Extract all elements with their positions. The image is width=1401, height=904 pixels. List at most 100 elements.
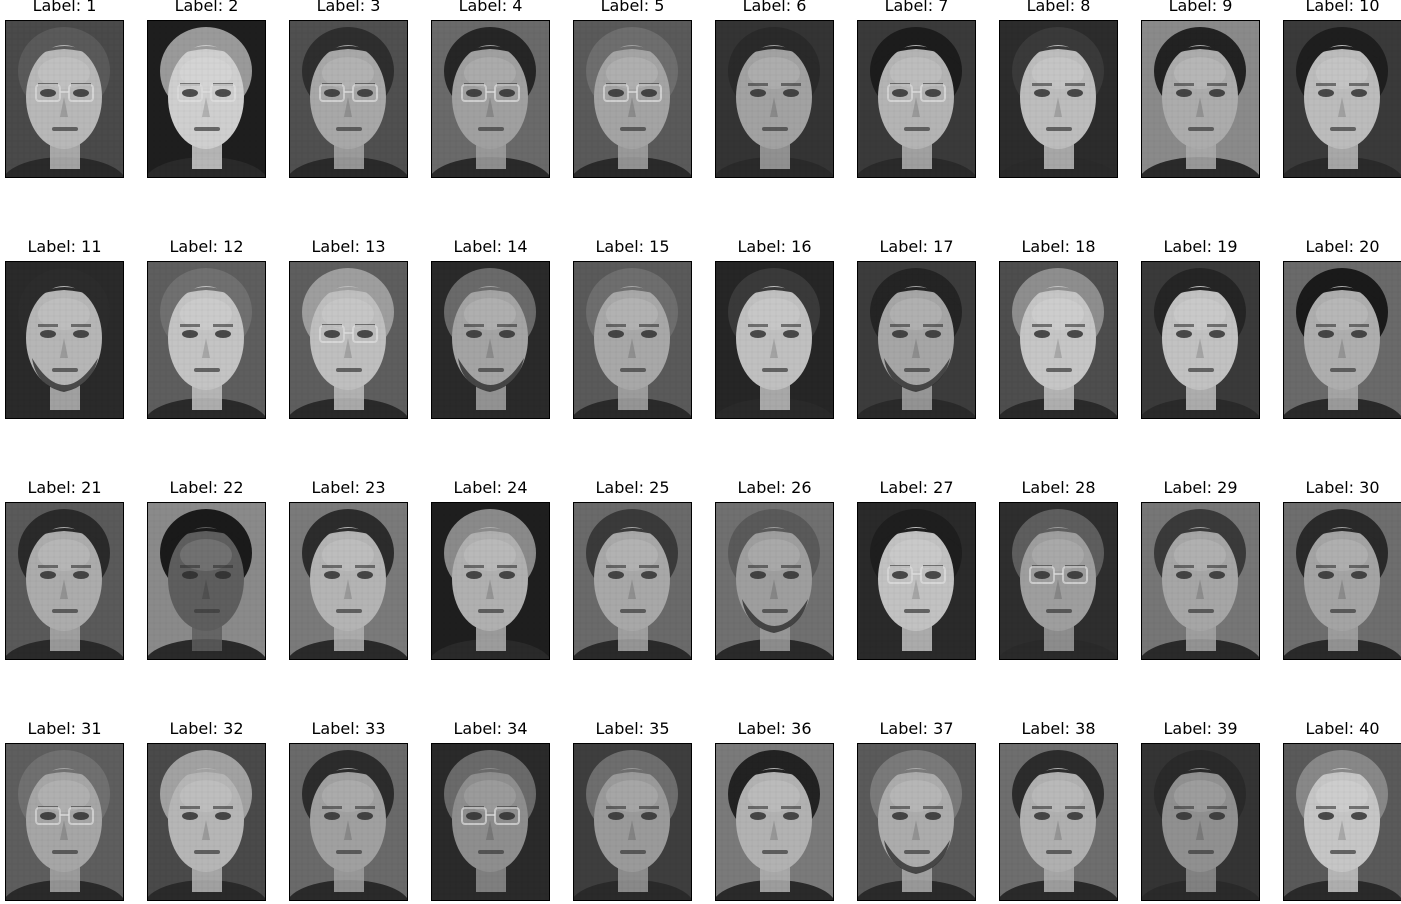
face-image [147,20,266,178]
face-cell: Label: 8 [999,0,1118,178]
face-label: Label: 38 [1021,719,1096,738]
face-image [431,20,550,178]
face-image [715,261,834,419]
face-cell: Label: 18 [999,237,1118,419]
face-image [1283,743,1401,901]
face-cell: Label: 20 [1283,237,1401,419]
face-cell: Label: 19 [1141,237,1260,419]
face-cell: Label: 38 [999,719,1118,901]
face-image [431,502,550,660]
face-cell: Label: 23 [289,478,408,660]
face-label: Label: 18 [1021,237,1096,256]
face-label: Label: 39 [1163,719,1238,738]
face-label: Label: 32 [169,719,244,738]
face-cell: Label: 14 [431,237,550,419]
face-cell: Label: 15 [573,237,692,419]
face-image [573,743,692,901]
face-label: Label: 16 [737,237,812,256]
face-cell: Label: 17 [857,237,976,419]
face-label: Label: 27 [879,478,954,497]
face-image [1283,502,1401,660]
face-label: Label: 35 [595,719,670,738]
face-image [573,261,692,419]
face-label: Label: 1 [32,0,97,15]
face-label: Label: 26 [737,478,812,497]
face-cell: Label: 11 [5,237,124,419]
face-cell: Label: 5 [573,0,692,178]
face-cell: Label: 30 [1283,478,1401,660]
face-image [289,261,408,419]
face-cell: Label: 31 [5,719,124,901]
face-cell: Label: 1 [5,0,124,178]
face-image [1141,743,1260,901]
face-label: Label: 13 [311,237,386,256]
face-image [857,502,976,660]
face-label: Label: 22 [169,478,244,497]
face-label: Label: 36 [737,719,812,738]
face-image [5,261,124,419]
face-image [1141,261,1260,419]
face-cell: Label: 10 [1283,0,1401,178]
face-label: Label: 30 [1305,478,1380,497]
face-cell: Label: 3 [289,0,408,178]
face-image [1141,502,1260,660]
face-cell: Label: 2 [147,0,266,178]
face-image [1141,20,1260,178]
face-label: Label: 17 [879,237,954,256]
face-label: Label: 37 [879,719,954,738]
face-label: Label: 15 [595,237,670,256]
face-image [289,502,408,660]
face-image [573,502,692,660]
face-cell: Label: 40 [1283,719,1401,901]
face-label: Label: 5 [600,0,665,15]
face-label: Label: 25 [595,478,670,497]
face-image [573,20,692,178]
face-label: Label: 20 [1305,237,1380,256]
face-label: Label: 21 [27,478,102,497]
face-cell: Label: 16 [715,237,834,419]
face-label: Label: 7 [884,0,949,15]
face-cell: Label: 6 [715,0,834,178]
face-label: Label: 11 [27,237,102,256]
face-label: Label: 24 [453,478,528,497]
face-cell: Label: 4 [431,0,550,178]
face-label: Label: 2 [174,0,239,15]
face-label: Label: 6 [742,0,807,15]
face-image [999,743,1118,901]
face-cell: Label: 13 [289,237,408,419]
face-image [999,20,1118,178]
face-image [431,261,550,419]
face-image [857,20,976,178]
face-label: Label: 12 [169,237,244,256]
face-cell: Label: 27 [857,478,976,660]
face-cell: Label: 21 [5,478,124,660]
face-cell: Label: 28 [999,478,1118,660]
face-image [147,261,266,419]
face-label: Label: 3 [316,0,381,15]
face-image [999,261,1118,419]
face-cell: Label: 33 [289,719,408,901]
face-cell: Label: 26 [715,478,834,660]
face-cell: Label: 25 [573,478,692,660]
face-image [715,743,834,901]
face-image [289,743,408,901]
face-image [715,502,834,660]
face-image [857,743,976,901]
face-cell: Label: 36 [715,719,834,901]
face-cell: Label: 9 [1141,0,1260,178]
face-cell: Label: 34 [431,719,550,901]
face-cell: Label: 22 [147,478,266,660]
face-image [1283,261,1401,419]
face-label: Label: 9 [1168,0,1233,15]
face-image [857,261,976,419]
face-label: Label: 33 [311,719,386,738]
face-cell: Label: 7 [857,0,976,178]
face-label: Label: 31 [27,719,102,738]
face-image [5,743,124,901]
face-label: Label: 40 [1305,719,1380,738]
face-image [147,502,266,660]
face-image [715,20,834,178]
face-cell: Label: 32 [147,719,266,901]
face-cell: Label: 37 [857,719,976,901]
